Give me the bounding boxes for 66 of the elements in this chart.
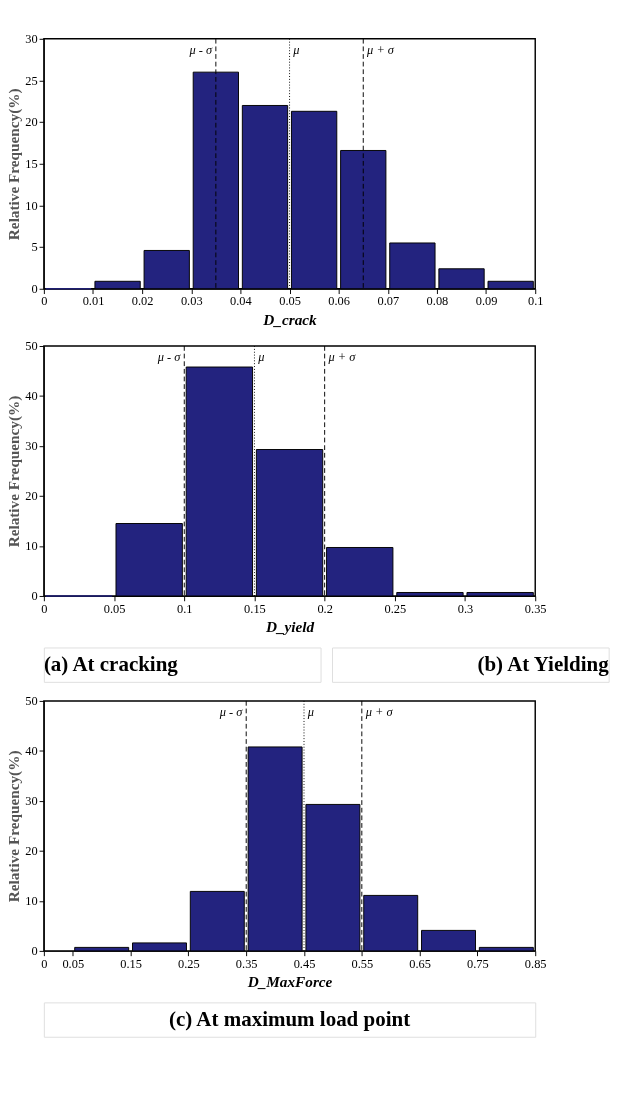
- ref-line-label: μ + σ: [327, 350, 357, 365]
- x-tick-label: 0.75: [467, 956, 489, 971]
- x-axis-title: D_MaxForce: [246, 972, 333, 990]
- x-tick-label: 0.25: [178, 956, 200, 971]
- y-axis-title: Relative Frequency(%): [4, 395, 23, 548]
- y-tick-label: 50: [25, 694, 38, 709]
- text: (a) At cracking: [43, 652, 179, 677]
- x-tick-label: 0.06: [328, 294, 351, 309]
- x-tick-label: 0.15: [244, 601, 266, 616]
- ref-line-label: μ + σ: [366, 43, 395, 58]
- text: (b) At Yielding: [477, 652, 610, 677]
- x-tick-label: 0: [41, 294, 48, 309]
- ref-line-label: μ - σ: [156, 350, 182, 365]
- x-tick-label: 0.35: [524, 601, 547, 616]
- y-tick-label: 0: [31, 589, 38, 604]
- y-tick-label: 30: [25, 32, 38, 47]
- y-tick-label: 0: [31, 282, 38, 297]
- y-axis-title: Relative Frequency(%): [4, 88, 23, 241]
- x-tick-label: 0.01: [82, 294, 105, 309]
- x-tick-label: 0: [41, 956, 48, 971]
- x-axis-title: D_yield: [264, 617, 315, 635]
- x-tick-label: 0.2: [317, 601, 333, 616]
- x-tick-label: 0.09: [475, 294, 498, 309]
- x-tick-label: 0.05: [62, 956, 85, 971]
- y-tick-label: 5: [31, 240, 38, 255]
- y-tick-label: 50: [25, 339, 38, 354]
- y-tick-label: 40: [25, 744, 38, 759]
- y-tick-label: 30: [25, 794, 38, 809]
- x-tick-label: 0.25: [384, 601, 407, 616]
- text: (c) At maximum load point: [168, 1007, 411, 1032]
- ref-line-label: μ: [306, 705, 315, 720]
- x-axis-title: D_crack: [262, 310, 318, 328]
- y-tick-label: 30: [25, 439, 38, 454]
- x-tick-label: 0.55: [351, 956, 374, 971]
- x-tick-label: 0.05: [279, 294, 301, 309]
- y-tick-label: 20: [25, 489, 38, 504]
- x-tick-label: 0.05: [103, 601, 126, 616]
- y-tick-label: 0: [31, 944, 38, 959]
- x-tick-label: 0.65: [409, 956, 431, 971]
- x-tick-label: 0.3: [457, 601, 474, 616]
- x-tick-label: 0.45: [293, 956, 316, 971]
- ref-line-label: μ - σ: [188, 43, 213, 58]
- x-tick-label: 0.35: [235, 956, 258, 971]
- x-tick-label: 0.1: [177, 601, 193, 616]
- x-tick-label: 0.07: [377, 294, 400, 309]
- ref-line-label: μ + σ: [364, 705, 394, 720]
- y-tick-label: 20: [25, 115, 38, 130]
- x-tick-label: 0.02: [131, 294, 154, 309]
- y-axis-title: Relative Frequency(%): [4, 750, 23, 903]
- y-tick-label: 40: [25, 389, 38, 404]
- y-tick-label: 25: [25, 73, 38, 88]
- y-tick-label: 10: [25, 198, 38, 213]
- x-tick-label: 0.03: [180, 294, 203, 309]
- ref-line-label: μ: [257, 350, 265, 365]
- x-tick-label: 0.1: [527, 294, 544, 309]
- ref-line-label: μ - σ: [218, 705, 244, 720]
- x-tick-label: 0.85: [524, 956, 547, 971]
- x-tick-label: 0.15: [120, 956, 142, 971]
- ref-line-label: μ: [292, 43, 300, 58]
- y-tick-label: 10: [25, 539, 38, 554]
- y-tick-label: 10: [25, 894, 38, 909]
- y-tick-label: 15: [25, 157, 38, 172]
- x-tick-label: 0.08: [426, 294, 449, 309]
- x-tick-label: 0.04: [230, 294, 252, 309]
- y-tick-label: 20: [25, 844, 38, 859]
- x-tick-label: 0: [41, 601, 48, 616]
